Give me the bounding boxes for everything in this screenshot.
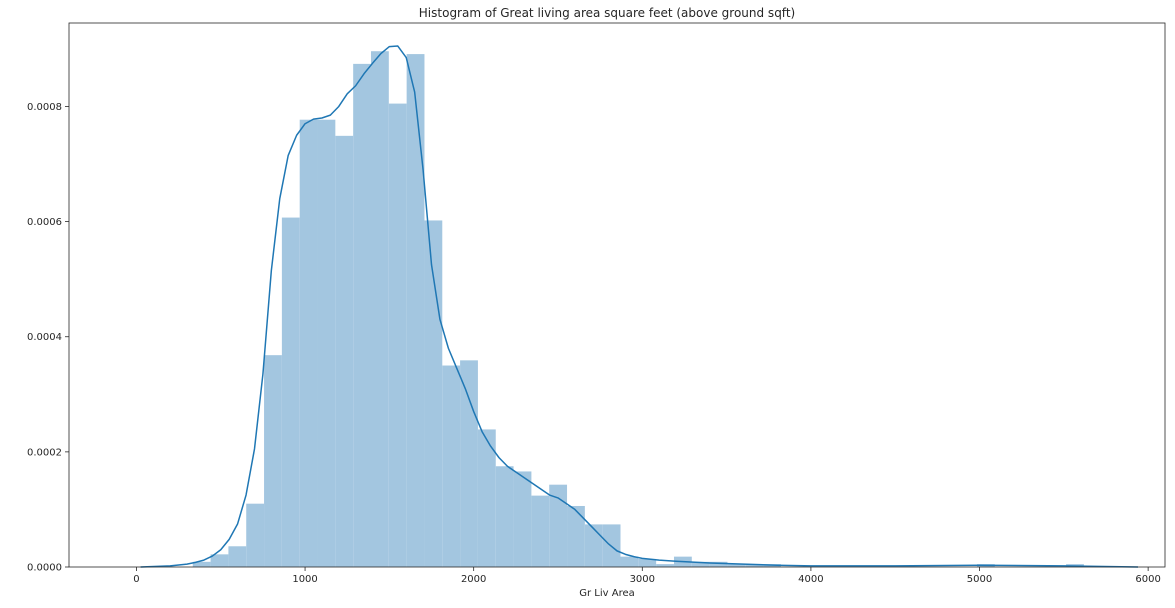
- histogram-bar: [620, 556, 639, 567]
- x-tick-label: 5000: [967, 574, 992, 585]
- y-tick-label: 0.0004: [27, 332, 62, 343]
- histogram-bar: [638, 558, 657, 567]
- x-tick-label: 3000: [630, 574, 655, 585]
- x-tick-label: 1000: [292, 574, 317, 585]
- histogram-bar: [353, 63, 371, 568]
- histogram-bar: [709, 561, 728, 567]
- histogram-bar: [335, 135, 354, 567]
- histogram-bar: [513, 471, 532, 567]
- y-tick-label: 0.0000: [27, 563, 62, 574]
- x-tick-label: 2000: [461, 574, 486, 585]
- histogram-bar: [460, 360, 478, 567]
- histogram-bar: [691, 561, 710, 567]
- histogram-bar: [495, 466, 514, 567]
- histogram-bar: [228, 546, 247, 567]
- histogram-bar: [299, 119, 318, 568]
- histogram-bar: [549, 484, 568, 567]
- y-tick-label: 0.0002: [27, 447, 62, 458]
- histogram-bar: [656, 564, 674, 567]
- x-tick-label: 6000: [1135, 574, 1160, 585]
- histogram-bar: [317, 119, 336, 568]
- histogram-bar: [388, 103, 407, 567]
- histogram-bar: [727, 564, 746, 567]
- histogram-bar: [584, 524, 603, 567]
- histogram-bar: [264, 355, 282, 567]
- histogram-bar: [281, 217, 300, 567]
- histogram-bar: [567, 505, 585, 567]
- histogram-bar: [192, 561, 211, 567]
- histogram-bar: [246, 503, 265, 567]
- y-axis-ticks: 0.0000 0.0002 0.0004 0.0006 0.0008: [27, 102, 69, 574]
- histogram-bar: [531, 495, 550, 567]
- axes: [68, 22, 1166, 568]
- kde-curve-layer: [140, 45, 1139, 568]
- histogram-bar: [477, 429, 496, 567]
- x-axis-ticks: 0 1000 2000 3000 4000 5000 6000: [133, 567, 1161, 585]
- histogram-bars: [192, 51, 1084, 568]
- histogram-bar: [745, 564, 764, 567]
- x-axis-label: Gr Liv Area: [579, 588, 635, 599]
- x-tick-label: 0: [133, 574, 139, 585]
- chart-title: Histogram of Great living area square fe…: [419, 6, 795, 20]
- x-tick-label: 4000: [798, 574, 823, 585]
- histogram-bar: [406, 54, 425, 567]
- y-tick-label: 0.0008: [27, 102, 62, 113]
- kde-line: [140, 45, 1139, 568]
- y-tick-label: 0.0006: [27, 217, 62, 228]
- histogram-bar: [370, 51, 389, 567]
- plot-frame: [68, 22, 1166, 568]
- histogram-bar: [442, 365, 461, 567]
- histogram-bar: [210, 554, 229, 567]
